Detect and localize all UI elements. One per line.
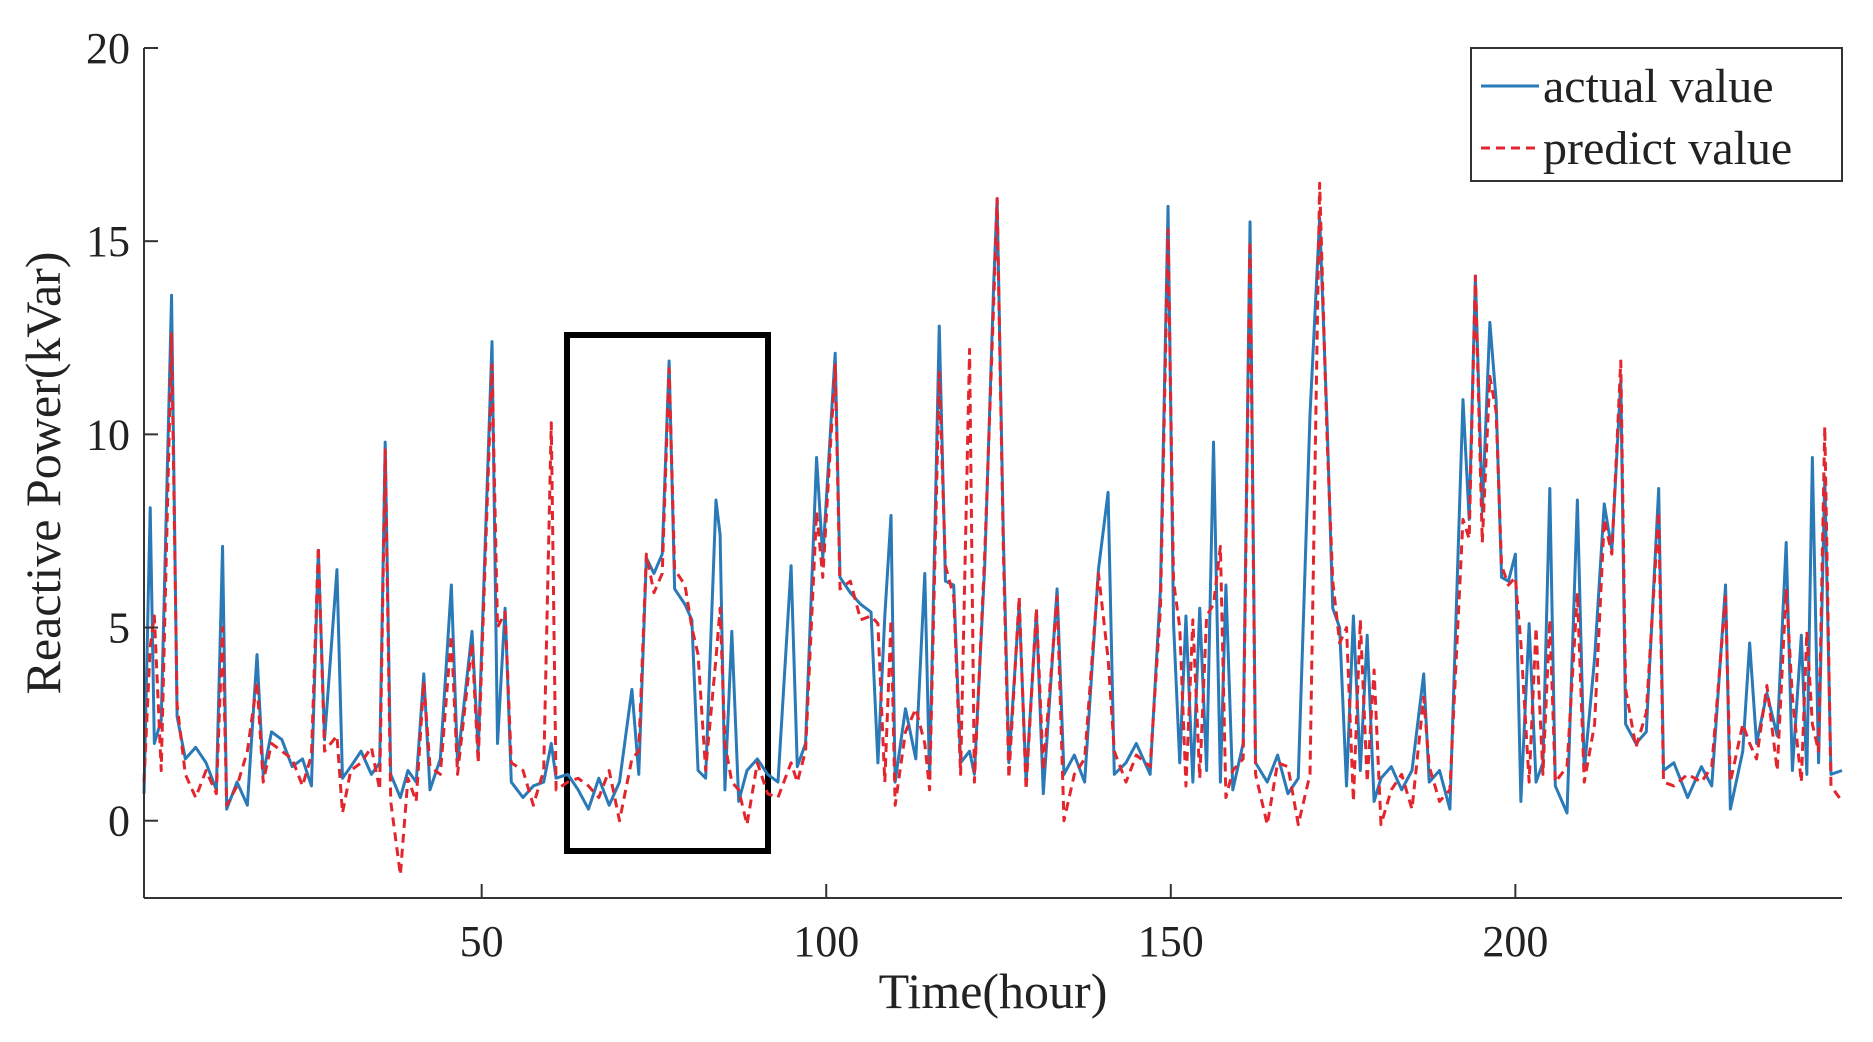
x-tick-label: 50: [460, 917, 504, 966]
legend-label: predict value: [1543, 122, 1792, 175]
y-tick-label: 20: [86, 24, 130, 73]
y-tick-label: 0: [108, 797, 130, 846]
legend: actual value predict value: [1470, 47, 1843, 182]
legend-box: [1470, 47, 1843, 182]
plot-area: [142, 181, 1844, 877]
legend-label: actual value: [1543, 60, 1774, 113]
y-tick-label: 10: [86, 410, 130, 459]
y-tick-label: 15: [86, 217, 130, 266]
highlight-box: [564, 332, 771, 854]
data-line: [142, 181, 1844, 877]
x-axis-label: Time(hour): [879, 963, 1108, 1019]
x-tick-label: 150: [1138, 917, 1204, 966]
y-tick-label: 5: [108, 604, 130, 653]
x-tick-label: 100: [793, 917, 859, 966]
data-line: [142, 197, 1843, 815]
y-axis-label: Reactive Power(kVar): [15, 252, 71, 695]
x-tick-label: 200: [1482, 917, 1548, 966]
